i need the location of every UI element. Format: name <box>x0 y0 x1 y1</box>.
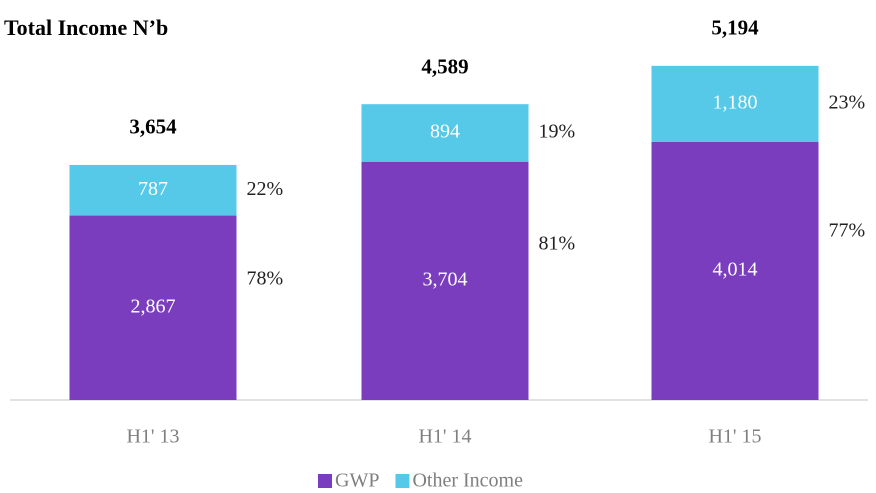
total-label: 4,589 <box>421 55 468 79</box>
legend-swatch <box>318 474 332 488</box>
share-label: 81% <box>539 233 576 255</box>
share-label: 22% <box>247 178 284 200</box>
value-label: 4,014 <box>713 258 758 280</box>
bar-segment <box>361 104 529 162</box>
share-label: 78% <box>247 268 284 290</box>
x-tick-label: H1' 15 <box>708 426 761 448</box>
share-label: 23% <box>829 91 866 113</box>
share-label: 19% <box>539 121 576 143</box>
legend-swatch <box>395 474 410 488</box>
bar-segment <box>361 161 529 400</box>
bar-segment <box>69 215 237 400</box>
value-label: 3,704 <box>423 268 468 290</box>
total-label: 3,654 <box>129 115 177 139</box>
legend-label: GWP <box>335 470 379 492</box>
x-tick-label: H1' 13 <box>126 426 179 448</box>
legend-label: Other Income <box>412 470 523 492</box>
value-label: 2,867 <box>131 295 176 317</box>
bar-segment <box>651 65 819 142</box>
bar-segment <box>651 141 819 401</box>
x-tick-label: H1' 14 <box>418 426 471 448</box>
value-label: 1,180 <box>713 91 758 113</box>
value-label: 787 <box>138 178 168 200</box>
chart-title: Total Income N’b <box>4 15 168 40</box>
share-label: 77% <box>829 220 866 242</box>
bar-segment <box>69 164 237 216</box>
value-label: 894 <box>430 121 460 143</box>
total-label: 5,194 <box>711 16 759 40</box>
